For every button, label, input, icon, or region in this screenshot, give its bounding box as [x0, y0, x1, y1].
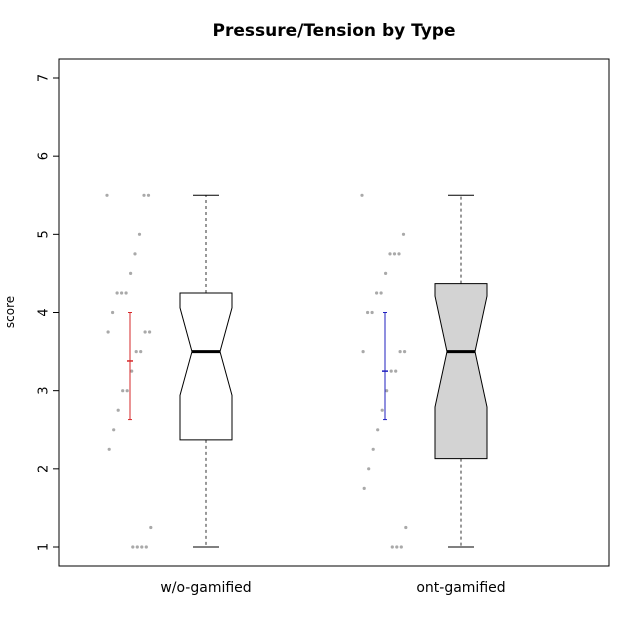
data-point: [129, 271, 133, 275]
data-point: [379, 291, 383, 295]
data-point: [401, 232, 406, 236]
data-point: [106, 330, 110, 334]
data-point: [370, 310, 374, 315]
data-point: [385, 389, 389, 393]
data-point: [376, 428, 380, 432]
y-tick-label: 1: [37, 543, 52, 551]
y-tick-label: 6: [37, 152, 52, 160]
data-point: [111, 310, 115, 315]
y-tick-label: 7: [37, 74, 52, 82]
data-point: [137, 232, 142, 236]
data-point: [142, 193, 146, 197]
data-point: [105, 193, 109, 197]
data-point: [120, 291, 124, 295]
data-point: [398, 350, 402, 354]
data-point: [131, 545, 135, 549]
data-point: [130, 369, 134, 373]
data-point: [394, 369, 398, 373]
data-point: [388, 252, 392, 256]
chart-title: Pressure/Tension by Type: [213, 21, 456, 41]
y-axis: 1 2 3 4 5 6 7: [37, 74, 60, 551]
data-point: [375, 291, 379, 295]
data-point: [116, 408, 120, 412]
data-point: [392, 252, 397, 256]
data-point: [133, 252, 137, 256]
y-tick-label: 4: [37, 308, 52, 316]
data-point: [367, 467, 371, 471]
data-point: [395, 545, 399, 549]
data-point: [135, 545, 139, 549]
data-point: [146, 193, 151, 197]
data-point: [390, 545, 394, 549]
data-point: [149, 525, 153, 530]
data-point: [144, 545, 148, 549]
data-point: [397, 252, 401, 256]
data-point: [384, 271, 388, 275]
x-tick-label: ont-gamified: [416, 580, 505, 596]
data-point: [125, 389, 129, 393]
x-tick-label: w/o-gamified: [160, 580, 251, 596]
data-point: [366, 310, 370, 315]
data-point: [134, 350, 138, 354]
data-point: [362, 486, 366, 490]
data-point: [112, 428, 116, 432]
box-group: [360, 193, 488, 549]
plot-area: [105, 193, 488, 549]
data-point: [107, 447, 111, 451]
x-axis: w/o-gamified ont-gamified: [160, 580, 505, 596]
data-point: [360, 193, 364, 197]
notched-box: [434, 283, 488, 460]
data-point: [121, 389, 125, 393]
y-axis-label: score: [3, 296, 17, 328]
data-point: [371, 447, 375, 451]
data-point: [399, 545, 403, 549]
data-point: [143, 330, 147, 334]
plot-frame: [58, 58, 610, 567]
data-point: [403, 350, 407, 354]
y-tick-label: 2: [37, 465, 52, 473]
data-point: [404, 525, 408, 530]
data-point: [115, 291, 119, 295]
data-point: [140, 545, 144, 549]
data-point: [148, 330, 152, 334]
box-group: [105, 193, 233, 549]
data-point: [389, 369, 393, 373]
data-point: [380, 408, 384, 412]
data-point: [124, 291, 128, 295]
notched-box: [179, 292, 233, 441]
y-tick-label: 3: [37, 387, 52, 395]
y-tick-label: 5: [37, 230, 52, 238]
data-point: [139, 350, 143, 354]
data-point: [361, 350, 365, 354]
